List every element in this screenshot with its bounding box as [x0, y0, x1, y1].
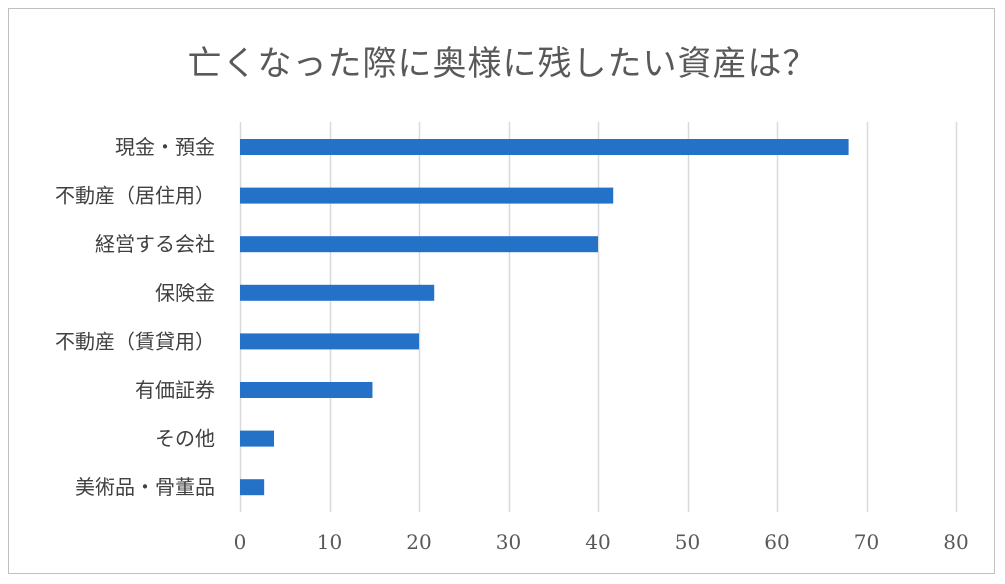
category-label-5: 有価証券: [135, 378, 215, 402]
bar-2: [240, 236, 598, 253]
gridlines: [239, 122, 958, 512]
bar-7: [240, 479, 265, 496]
category-label-6: その他: [155, 427, 215, 451]
x-tick-label-20: 20: [406, 530, 431, 554]
x-tick-label-50: 50: [675, 530, 700, 554]
chart-title: 亡くなった際に奥様に残したい資産は？: [187, 44, 818, 84]
bar-5: [240, 382, 373, 398]
x-tick-label-60: 60: [764, 530, 789, 554]
category-label-3: 保険金: [155, 281, 215, 305]
bar-0: [240, 139, 849, 155]
x-tick-label-10: 10: [317, 530, 342, 554]
bars: [240, 139, 849, 496]
bar-6: [240, 430, 275, 447]
x-tick-label-0: 0: [234, 530, 247, 554]
category-label-1: 不動産（居住用）: [55, 184, 215, 208]
bar-3: [240, 284, 435, 301]
bar-4: [240, 333, 419, 350]
category-label-4: 不動産（賃貸用）: [55, 329, 215, 353]
category-label-0: 現金・預金: [115, 135, 215, 159]
category-label-2: 経営する会社: [95, 232, 215, 256]
x-tick-label-30: 30: [496, 530, 521, 554]
x-tick-label-80: 80: [943, 530, 968, 554]
bar-1: [240, 187, 614, 204]
x-tick-label-70: 70: [854, 530, 879, 554]
chart-frame: [8, 8, 995, 574]
x-axis-tick-labels: 0 10 20 30 40 50 60 70 80: [234, 530, 969, 554]
category-label-7: 美術品・骨董品: [75, 475, 215, 499]
x-tick-label-40: 40: [585, 530, 610, 554]
